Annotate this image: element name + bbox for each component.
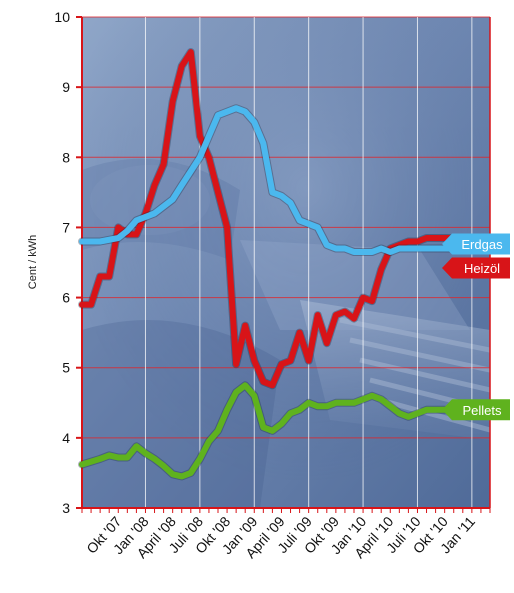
- series-label: Heizöl: [464, 261, 500, 276]
- y-tick-label: 10: [54, 9, 70, 25]
- y-tick-label: 5: [62, 360, 70, 376]
- y-tick-label: 4: [62, 430, 70, 446]
- grid-lines: [82, 16, 490, 509]
- y-tick-label: 3: [62, 500, 70, 516]
- y-tick-label: 9: [62, 79, 70, 95]
- y-tick-label: 8: [62, 149, 70, 165]
- y-axis-label: Cent / kWh: [27, 235, 39, 289]
- y-tick-label: 6: [62, 290, 70, 306]
- series-lines: [78, 48, 458, 481]
- y-tick-labels: 3 4 5 6 7 8 9 10: [54, 9, 70, 516]
- series-label-tab: [442, 257, 510, 279]
- series-label: Erdgas: [461, 237, 503, 252]
- series-line: [79, 382, 457, 480]
- series-label-tab: [442, 399, 510, 421]
- series-line: [79, 105, 457, 255]
- y-tick-label: 7: [62, 219, 70, 235]
- series-label-tab: [442, 233, 510, 255]
- plot-background: [82, 17, 490, 508]
- series-labels: Erdgas Heizöl Pellets: [442, 233, 510, 421]
- series-label: Pellets: [462, 403, 502, 418]
